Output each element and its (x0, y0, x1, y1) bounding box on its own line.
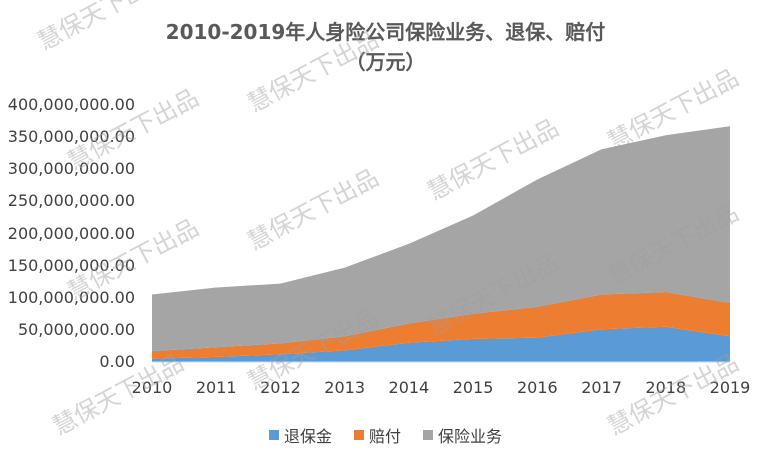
x-tick-label: 2017 (581, 378, 622, 397)
area-series-2 (152, 126, 730, 352)
legend-label: 退保金 (283, 427, 332, 446)
chart-subtitle: （万元） (345, 50, 426, 74)
x-tick-label: 2014 (388, 378, 430, 397)
area-series-1 (152, 292, 730, 359)
legend-label: 保险业务 (438, 427, 503, 446)
y-tick-label: 100,000,000.00 (7, 287, 135, 307)
chart-title: 2010-2019年人身险公司保险业务、退保、赔付 (165, 20, 606, 44)
y-tick-label: 400,000,000.00 (7, 95, 135, 114)
legend-swatch (353, 430, 364, 440)
y-tick-label: 200,000,000.00 (7, 223, 135, 243)
x-tick-label: 2010 (131, 378, 173, 397)
x-tick-label: 2013 (324, 378, 366, 397)
y-tick-label: 0.00 (99, 352, 135, 371)
legend-item-tuibaojin: 退保金 (268, 423, 332, 447)
chart-legend: 退保金 赔付 保险业务 (0, 423, 771, 447)
legend-label: 赔付 (368, 427, 401, 446)
y-tick-label: 150,000,000.00 (7, 255, 135, 275)
x-tick-label: 2011 (195, 378, 237, 397)
y-tick-label: 300,000,000.00 (7, 159, 135, 179)
y-tick-label: 250,000,000.00 (7, 191, 135, 211)
legend-item-baoxianyewu: 保险业务 (423, 423, 502, 447)
x-tick-label: 2015 (452, 378, 494, 397)
x-tick-label: 2016 (516, 378, 558, 397)
legend-swatch (423, 430, 433, 440)
area-series-0 (152, 326, 730, 362)
legend-swatch (268, 430, 279, 440)
y-tick-label: 350,000,000.00 (7, 127, 135, 147)
legend-item-peifu: 赔付 (353, 423, 401, 447)
x-tick-label: 2019 (709, 378, 751, 397)
x-tick-label: 2018 (645, 378, 687, 397)
y-tick-label: 50,000,000.00 (17, 319, 135, 339)
x-tick-label: 2012 (260, 378, 301, 397)
